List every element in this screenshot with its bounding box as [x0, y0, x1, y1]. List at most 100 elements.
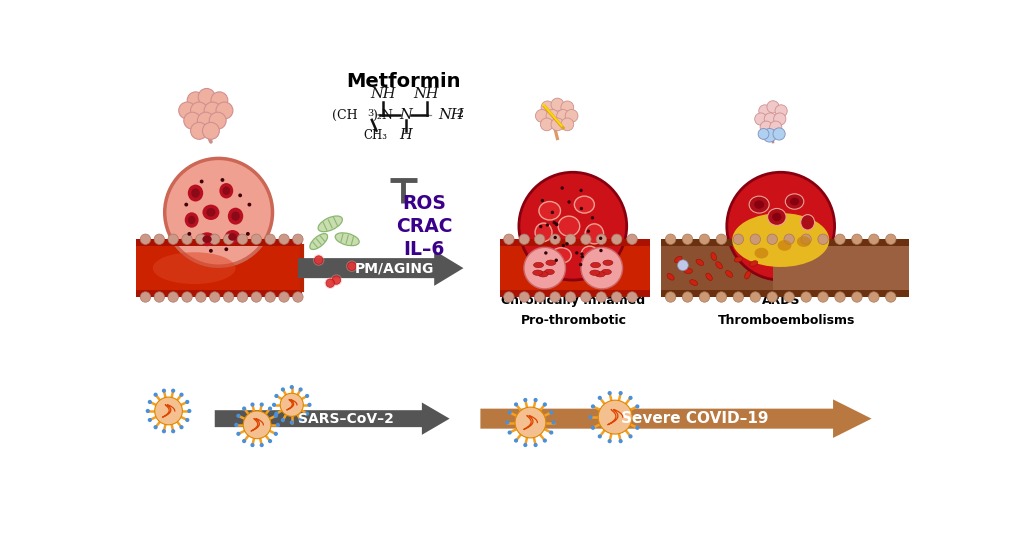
Circle shape	[198, 89, 215, 106]
Circle shape	[292, 292, 303, 302]
Text: CH₃: CH₃	[363, 129, 386, 142]
Circle shape	[784, 234, 794, 244]
Circle shape	[216, 102, 232, 119]
Ellipse shape	[666, 273, 674, 280]
Bar	[660, 239, 908, 246]
Circle shape	[268, 439, 271, 442]
Circle shape	[579, 263, 582, 266]
Circle shape	[543, 403, 546, 406]
Ellipse shape	[574, 196, 594, 213]
Circle shape	[505, 421, 508, 424]
Circle shape	[565, 242, 569, 245]
Circle shape	[607, 392, 610, 394]
Circle shape	[534, 399, 536, 402]
Circle shape	[280, 393, 303, 416]
Ellipse shape	[771, 213, 781, 221]
Circle shape	[554, 223, 558, 226]
Circle shape	[543, 439, 546, 442]
Circle shape	[545, 223, 548, 227]
Circle shape	[766, 101, 779, 113]
Circle shape	[611, 234, 622, 244]
Ellipse shape	[800, 214, 814, 230]
Circle shape	[682, 234, 692, 244]
Circle shape	[759, 121, 771, 133]
Ellipse shape	[187, 185, 203, 201]
Circle shape	[306, 394, 308, 397]
Circle shape	[224, 248, 228, 251]
Ellipse shape	[535, 223, 551, 241]
Circle shape	[187, 410, 191, 412]
Circle shape	[246, 232, 250, 236]
Circle shape	[185, 400, 189, 403]
Circle shape	[524, 248, 565, 289]
Circle shape	[580, 234, 590, 244]
Circle shape	[265, 292, 275, 302]
Bar	[137, 290, 302, 297]
Ellipse shape	[538, 201, 559, 220]
Ellipse shape	[192, 189, 200, 197]
Circle shape	[180, 426, 182, 428]
Circle shape	[560, 101, 573, 114]
Circle shape	[549, 234, 559, 244]
Circle shape	[223, 234, 233, 244]
Circle shape	[155, 397, 182, 425]
Ellipse shape	[754, 248, 767, 258]
Ellipse shape	[732, 213, 828, 267]
Circle shape	[607, 440, 610, 443]
Ellipse shape	[776, 240, 791, 251]
Circle shape	[554, 222, 557, 226]
Ellipse shape	[222, 186, 230, 195]
Circle shape	[579, 189, 582, 192]
Ellipse shape	[206, 208, 215, 217]
Circle shape	[762, 129, 775, 142]
Ellipse shape	[602, 260, 612, 266]
Circle shape	[191, 102, 207, 119]
Circle shape	[664, 292, 676, 302]
Circle shape	[274, 414, 277, 417]
Circle shape	[141, 234, 151, 244]
Circle shape	[237, 292, 248, 302]
Circle shape	[503, 292, 514, 302]
Circle shape	[699, 234, 709, 244]
Ellipse shape	[318, 216, 342, 232]
Bar	[137, 239, 302, 297]
Circle shape	[699, 292, 709, 302]
Circle shape	[619, 392, 622, 394]
Ellipse shape	[785, 194, 803, 209]
Circle shape	[586, 229, 590, 233]
Circle shape	[268, 407, 271, 410]
Ellipse shape	[753, 200, 763, 209]
Circle shape	[834, 292, 845, 302]
Circle shape	[766, 234, 776, 244]
Circle shape	[330, 274, 341, 286]
Text: NH: NH	[414, 87, 439, 102]
Circle shape	[817, 292, 827, 302]
Circle shape	[754, 113, 766, 125]
Circle shape	[733, 292, 743, 302]
Ellipse shape	[589, 270, 599, 276]
Ellipse shape	[749, 261, 757, 266]
Circle shape	[579, 207, 583, 210]
Circle shape	[185, 419, 189, 421]
Circle shape	[784, 292, 794, 302]
Ellipse shape	[202, 205, 219, 220]
Text: Chronically Inflamed: Chronically Inflamed	[500, 294, 644, 307]
Circle shape	[243, 439, 246, 442]
Circle shape	[749, 292, 760, 302]
Circle shape	[535, 109, 547, 122]
Text: Metformin: Metformin	[345, 72, 461, 91]
Circle shape	[251, 292, 261, 302]
Circle shape	[209, 112, 226, 129]
Circle shape	[180, 393, 182, 396]
Ellipse shape	[689, 280, 697, 285]
Circle shape	[565, 109, 578, 122]
Text: PM/AGING: PM/AGING	[355, 261, 434, 275]
Circle shape	[184, 202, 187, 206]
Circle shape	[543, 251, 547, 255]
Text: CRAC: CRAC	[395, 217, 452, 235]
Circle shape	[332, 276, 340, 284]
Circle shape	[540, 199, 543, 202]
Circle shape	[519, 234, 529, 244]
Ellipse shape	[219, 183, 233, 199]
Ellipse shape	[538, 272, 547, 277]
